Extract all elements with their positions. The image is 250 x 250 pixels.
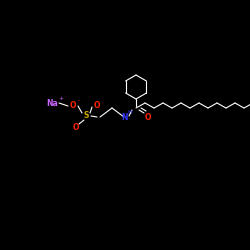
- Text: +: +: [58, 96, 64, 100]
- Text: -: -: [78, 98, 80, 103]
- Text: O: O: [73, 124, 79, 132]
- Text: S: S: [83, 112, 89, 120]
- Text: O: O: [70, 102, 76, 110]
- Text: O: O: [145, 112, 151, 122]
- Text: H: H: [128, 110, 132, 116]
- Text: N: N: [121, 112, 127, 122]
- Text: O: O: [94, 100, 100, 110]
- Text: Na: Na: [46, 98, 58, 108]
